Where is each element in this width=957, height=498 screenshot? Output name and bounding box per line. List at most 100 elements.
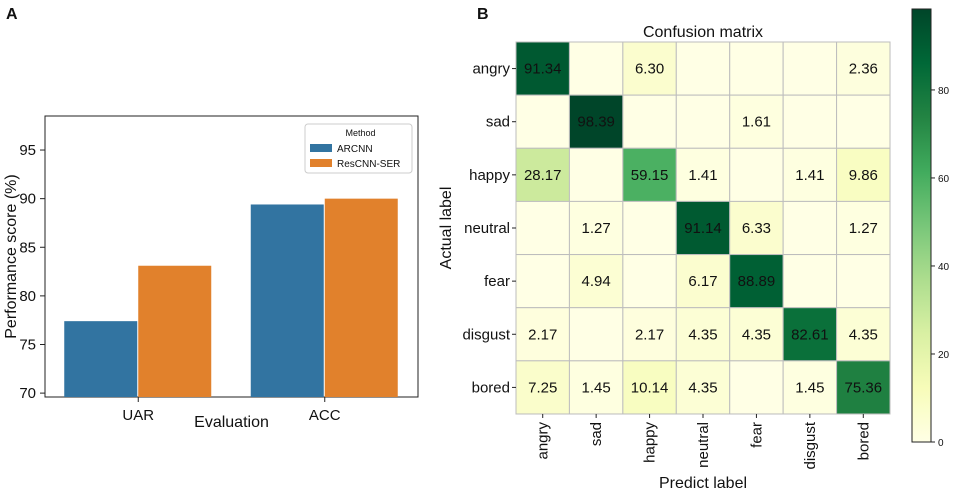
- bar-chart: 70 75 80 85 90 95 UAR ACC Evaluation Performance …: [3, 115, 419, 431]
- cm-cell-value: 1.45: [582, 379, 611, 396]
- cm-y-tick-label: disgust: [462, 326, 510, 343]
- cm-cell-disgust-angry: [515, 307, 570, 362]
- cm-cell-fear-fear: [729, 254, 784, 309]
- cm-cell-neutral-fear: [729, 200, 784, 256]
- cm-cell-value: 1.27: [582, 220, 611, 237]
- cm-y-tick-label: sad: [486, 114, 510, 131]
- cm-cell-value: 2.36: [849, 61, 878, 78]
- y-tick-label: 95: [19, 142, 36, 159]
- legend-swatch-arcnn: [310, 144, 332, 152]
- cm-y-tick-label: angry: [472, 61, 510, 78]
- cm-x-tick-label: sad: [588, 422, 605, 446]
- cm-cell-bored-fear: [729, 360, 784, 415]
- cm-cell-bored-disgust: [782, 360, 838, 415]
- bar-arcnn-uar: [64, 321, 138, 397]
- cm-cell-value: 98.39: [577, 114, 615, 131]
- cm-cell-happy-fear: [729, 147, 784, 202]
- legend-swatch-rescnn-ser: [310, 159, 332, 167]
- cm-title: Confusion matrix: [643, 24, 763, 41]
- cm-cell-fear-neutral: [675, 254, 731, 309]
- colorbar-tick-label: 60: [938, 174, 950, 185]
- cm-cell-sad-fear: [729, 94, 784, 149]
- cm-cell-disgust-sad: [568, 307, 624, 362]
- cm-cell-value: 6.30: [635, 61, 664, 78]
- y-axis-title: Performance score (%): [3, 174, 20, 339]
- cm-x-tick-label: disgust: [802, 421, 819, 469]
- cm-cell-angry-neutral: [675, 41, 731, 96]
- cm-cell-fear-happy: [622, 254, 677, 309]
- cm-cell-neutral-disgust: [782, 200, 838, 256]
- cm-cell-value: 91.14: [684, 220, 722, 237]
- bar-rescnn-ser-uar: [138, 265, 212, 397]
- cm-cell-angry-disgust: [782, 41, 838, 96]
- cm-cell-sad-angry: [515, 94, 570, 149]
- colorbar: 0 20 40 60 80: [911, 8, 950, 449]
- panel-a-letter: A: [6, 6, 18, 23]
- cm-cell-bored-happy: [622, 360, 677, 415]
- cm-cell-fear-sad: [568, 254, 624, 309]
- cm-cell-value: 10.14: [631, 379, 669, 396]
- cm-y-tick-label: bored: [472, 379, 510, 396]
- cm-cell-value: 1.27: [849, 220, 878, 237]
- cm-cell-value: 9.86: [849, 167, 878, 184]
- cm-cell-bored-angry: [515, 360, 570, 415]
- cm-x-tick-label: angry: [535, 421, 552, 459]
- x-axis-title: Evaluation: [194, 414, 269, 431]
- y-tick-label: 80: [19, 288, 36, 305]
- cm-cell-happy-bored: [836, 147, 891, 202]
- x-tick-label: UAR: [122, 407, 154, 424]
- cm-x-axis-title: Predict label: [659, 475, 747, 492]
- cm-cell-value: 4.35: [849, 326, 878, 343]
- colorbar-tick-label: 20: [938, 350, 950, 361]
- cm-x-tick-label: fear: [748, 422, 765, 448]
- legend-title: Method: [345, 128, 375, 138]
- cm-cell-value: 4.35: [742, 326, 771, 343]
- cm-cell-value: 91.34: [524, 61, 562, 78]
- cm-cell-happy-happy: [622, 147, 677, 202]
- colorbar-gradient: [911, 8, 932, 443]
- bar-rescnn-ser-acc: [324, 198, 398, 397]
- y-tick-label: 75: [19, 336, 36, 353]
- cm-cell-sad-neutral: [675, 94, 731, 149]
- x-tick-label: ACC: [309, 407, 341, 424]
- cm-cell-value: 82.61: [791, 326, 829, 343]
- y-tick-label: 90: [19, 191, 36, 208]
- cm-cell-value: 1.61: [742, 114, 771, 131]
- plot-frame: [44, 115, 419, 398]
- cm-cell-value: 1.41: [688, 167, 717, 184]
- cm-cell-bored-sad: [568, 360, 624, 415]
- cm-cell-neutral-angry: [515, 200, 570, 256]
- cm-cell-angry-sad: [568, 41, 624, 96]
- confusion-matrix-heatmap: 91.34 6.30 2.36 98.39 1.61 28.17 59.15 1.41 1.41…: [438, 24, 891, 492]
- cm-cell-sad-disgust: [782, 94, 838, 149]
- cm-y-axis-title: Actual label: [438, 187, 455, 270]
- legend-label: ResCNN-SER: [337, 159, 400, 170]
- cm-cell-value: 75.36: [845, 379, 883, 396]
- y-tick-label: 85: [19, 239, 36, 256]
- cm-cell-neutral-bored: [836, 200, 891, 256]
- cm-cell-disgust-happy: [622, 307, 677, 362]
- cm-x-tick-label: happy: [642, 421, 659, 462]
- cm-cell-value: 28.17: [524, 167, 562, 184]
- cm-y-tick-label: fear: [484, 273, 510, 290]
- cm-x-tick-label: bored: [855, 422, 872, 460]
- cm-cell-angry-fear: [729, 41, 784, 96]
- panel-b-letter: B: [477, 6, 489, 23]
- cm-cell-neutral-sad: [568, 200, 624, 256]
- bar-arcnn-acc: [250, 204, 324, 397]
- colorbar-tick-label: 40: [938, 262, 950, 273]
- cm-cell-fear-disgust: [782, 254, 838, 309]
- cm-cell-value: 2.17: [635, 326, 664, 343]
- cm-cell-sad-bored: [836, 94, 891, 149]
- cm-cell-neutral-happy: [622, 200, 677, 256]
- cm-cell-value: 59.15: [631, 167, 669, 184]
- cm-x-tick-label: neutral: [695, 422, 712, 468]
- cm-cell-value: 2.17: [528, 326, 557, 343]
- cm-cell-value: 1.41: [795, 167, 824, 184]
- cm-cell-value: 1.45: [795, 379, 824, 396]
- cm-cell-value: 4.35: [688, 379, 717, 396]
- cm-cell-happy-angry: [515, 147, 570, 202]
- cm-cell-happy-sad: [568, 147, 624, 202]
- cm-cell-value: 7.25: [528, 379, 557, 396]
